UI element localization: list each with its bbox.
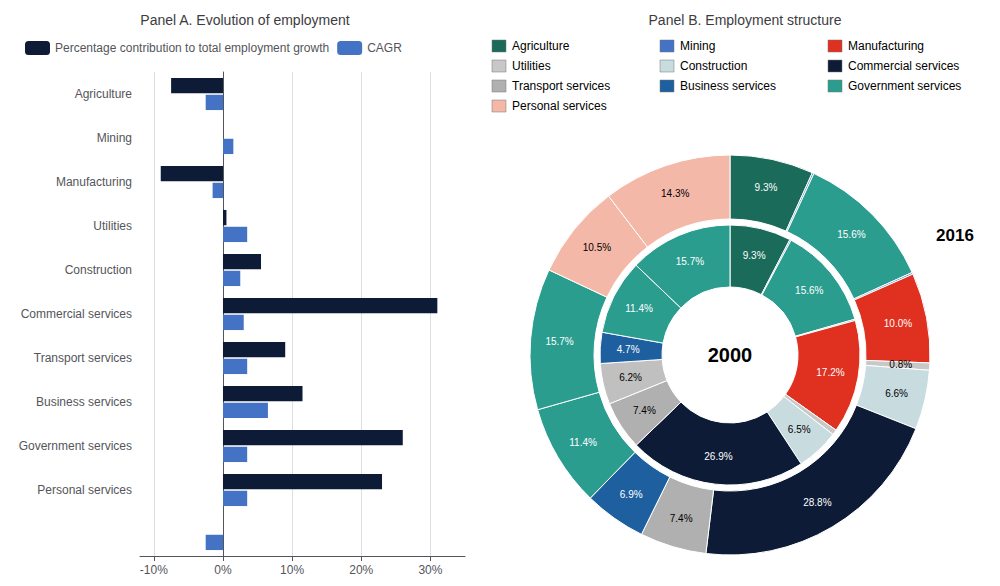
svg-text:7.4%: 7.4% xyxy=(670,513,693,524)
svg-text:2000: 2000 xyxy=(708,344,753,366)
svg-text:Manufacturing: Manufacturing xyxy=(848,39,924,53)
svg-text:Agriculture: Agriculture xyxy=(75,87,133,101)
svg-text:10%: 10% xyxy=(280,563,304,577)
svg-text:0%: 0% xyxy=(214,563,232,577)
svg-text:Personal services: Personal services xyxy=(37,483,132,497)
svg-text:Transport services: Transport services xyxy=(512,79,610,93)
svg-text:Panel A. Evolution of employme: Panel A. Evolution of employment xyxy=(140,12,349,28)
svg-text:CAGR: CAGR xyxy=(367,41,402,55)
svg-text:26.9%: 26.9% xyxy=(704,451,732,462)
svg-text:0.8%: 0.8% xyxy=(889,359,912,370)
svg-text:20%: 20% xyxy=(349,563,373,577)
svg-text:Commercial services: Commercial services xyxy=(21,307,132,321)
svg-text:11.4%: 11.4% xyxy=(569,437,597,448)
svg-text:7.4%: 7.4% xyxy=(633,405,656,416)
svg-text:Mining: Mining xyxy=(97,131,132,145)
svg-text:9.3%: 9.3% xyxy=(755,182,778,193)
svg-text:28.8%: 28.8% xyxy=(803,497,831,508)
svg-text:Mining: Mining xyxy=(680,39,715,53)
svg-text:9.3%: 9.3% xyxy=(743,250,766,261)
svg-text:10.5%: 10.5% xyxy=(583,242,611,253)
svg-text:Business services: Business services xyxy=(36,395,132,409)
svg-text:10.0%: 10.0% xyxy=(884,318,912,329)
svg-text:Construction: Construction xyxy=(680,59,747,73)
svg-text:Manufacturing: Manufacturing xyxy=(56,175,132,189)
svg-text:Panel B. Employment structure: Panel B. Employment structure xyxy=(649,12,842,28)
svg-text:15.6%: 15.6% xyxy=(795,285,823,296)
svg-text:Commercial services: Commercial services xyxy=(848,59,959,73)
svg-text:30%: 30% xyxy=(418,563,442,577)
svg-text:15.7%: 15.7% xyxy=(676,256,704,267)
svg-text:Transport services: Transport services xyxy=(34,351,132,365)
svg-text:Business services: Business services xyxy=(680,79,776,93)
svg-text:Government services: Government services xyxy=(19,439,132,453)
svg-text:11.4%: 11.4% xyxy=(625,303,653,314)
svg-text:-10%: -10% xyxy=(140,563,168,577)
svg-text:Utilities: Utilities xyxy=(512,59,551,73)
svg-text:Utilities: Utilities xyxy=(93,219,132,233)
svg-text:14.3%: 14.3% xyxy=(661,188,689,199)
svg-text:17.2%: 17.2% xyxy=(816,367,844,378)
svg-text:Agriculture: Agriculture xyxy=(512,39,570,53)
svg-text:Percentage contribution to tot: Percentage contribution to total employm… xyxy=(55,41,329,55)
svg-text:Personal services: Personal services xyxy=(512,99,607,113)
svg-text:6.5%: 6.5% xyxy=(788,424,811,435)
svg-text:6.6%: 6.6% xyxy=(885,388,908,399)
svg-text:2016: 2016 xyxy=(936,226,974,245)
svg-text:6.2%: 6.2% xyxy=(619,372,642,383)
svg-text:Construction: Construction xyxy=(65,263,132,277)
svg-text:15.6%: 15.6% xyxy=(837,229,865,240)
svg-text:Government services: Government services xyxy=(848,79,961,93)
svg-text:4.7%: 4.7% xyxy=(617,344,640,355)
svg-text:6.9%: 6.9% xyxy=(620,489,643,500)
svg-text:15.7%: 15.7% xyxy=(545,336,573,347)
